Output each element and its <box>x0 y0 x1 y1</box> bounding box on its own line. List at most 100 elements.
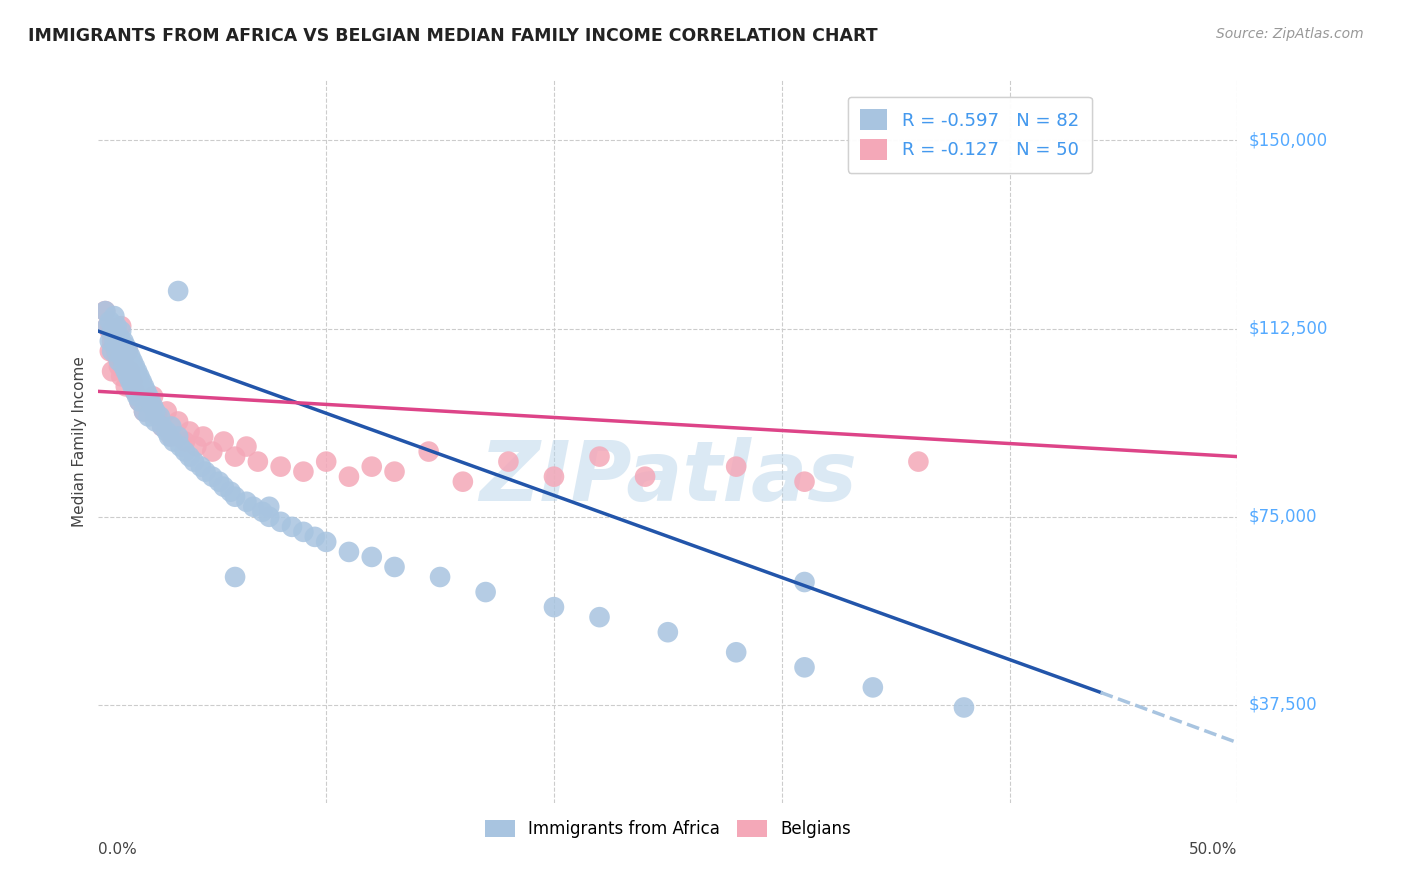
Point <box>108 354 131 368</box>
Point <box>418 444 440 458</box>
Point <box>201 469 224 483</box>
Point <box>127 364 149 378</box>
Point <box>101 364 124 378</box>
Point <box>474 585 496 599</box>
Point <box>281 520 304 534</box>
Point <box>110 349 132 363</box>
Point <box>862 681 884 695</box>
Point <box>124 384 146 399</box>
Point <box>337 545 360 559</box>
Point <box>167 429 190 443</box>
Point <box>174 434 197 449</box>
Text: $75,000: $75,000 <box>1249 508 1317 525</box>
Point <box>315 534 337 549</box>
Point <box>179 425 201 439</box>
Point <box>145 414 167 428</box>
Point <box>149 409 172 424</box>
Point <box>98 344 121 359</box>
Point <box>498 454 520 468</box>
Point <box>112 334 135 348</box>
Point <box>103 309 125 323</box>
Point <box>145 404 167 418</box>
Point <box>114 364 136 378</box>
Point <box>169 440 191 454</box>
Point <box>259 500 281 514</box>
Point <box>315 454 337 468</box>
Point <box>588 610 610 624</box>
Point <box>105 319 128 334</box>
Point <box>142 389 165 403</box>
Point <box>98 324 121 338</box>
Point <box>98 334 121 348</box>
Point <box>121 354 143 368</box>
Point <box>117 344 139 359</box>
Point <box>94 304 117 318</box>
Point <box>132 379 155 393</box>
Text: IMMIGRANTS FROM AFRICA VS BELGIAN MEDIAN FAMILY INCOME CORRELATION CHART: IMMIGRANTS FROM AFRICA VS BELGIAN MEDIAN… <box>28 27 877 45</box>
Point <box>224 570 246 584</box>
Point <box>120 374 142 388</box>
Point <box>725 645 748 659</box>
Point <box>135 384 157 399</box>
Point <box>96 319 118 334</box>
Point <box>304 530 326 544</box>
Point <box>94 304 117 318</box>
Point <box>543 600 565 615</box>
Point <box>114 379 136 393</box>
Point <box>101 344 124 359</box>
Point <box>186 440 208 454</box>
Point <box>103 334 125 348</box>
Point <box>212 480 235 494</box>
Point <box>235 494 257 508</box>
Point <box>162 434 184 449</box>
Point <box>270 459 292 474</box>
Point <box>101 324 124 338</box>
Point <box>194 465 217 479</box>
Point <box>235 440 257 454</box>
Point <box>150 419 173 434</box>
Point <box>183 454 205 468</box>
Point <box>124 359 146 374</box>
Point <box>128 394 150 409</box>
Point <box>360 549 382 564</box>
Point <box>105 344 128 359</box>
Point <box>167 284 190 298</box>
Point <box>101 334 124 348</box>
Point <box>117 344 139 359</box>
Point <box>121 374 143 388</box>
Point <box>193 429 215 443</box>
Text: $37,500: $37,500 <box>1249 696 1317 714</box>
Point <box>292 465 315 479</box>
Legend: R = -0.597   N = 82, R = -0.127   N = 50: R = -0.597 N = 82, R = -0.127 N = 50 <box>848 96 1091 172</box>
Point <box>252 505 274 519</box>
Point <box>429 570 451 584</box>
Point <box>110 324 132 338</box>
Text: 0.0%: 0.0% <box>98 842 138 856</box>
Point <box>337 469 360 483</box>
Point <box>543 469 565 483</box>
Point <box>110 319 132 334</box>
Point <box>117 369 139 384</box>
Point <box>657 625 679 640</box>
Point <box>128 394 150 409</box>
Point <box>208 475 231 489</box>
Point <box>139 394 162 409</box>
Point <box>105 349 128 363</box>
Point <box>110 369 132 384</box>
Point <box>793 475 815 489</box>
Point <box>131 374 153 388</box>
Point <box>246 454 269 468</box>
Point <box>360 459 382 474</box>
Point <box>793 574 815 589</box>
Text: 50.0%: 50.0% <box>1189 842 1237 856</box>
Point <box>138 400 160 414</box>
Text: $112,500: $112,500 <box>1249 319 1327 338</box>
Point <box>157 429 180 443</box>
Point <box>224 490 246 504</box>
Point <box>112 354 135 368</box>
Point <box>160 429 183 443</box>
Point <box>174 444 197 458</box>
Point <box>259 509 281 524</box>
Point <box>212 434 235 449</box>
Point <box>108 329 131 343</box>
